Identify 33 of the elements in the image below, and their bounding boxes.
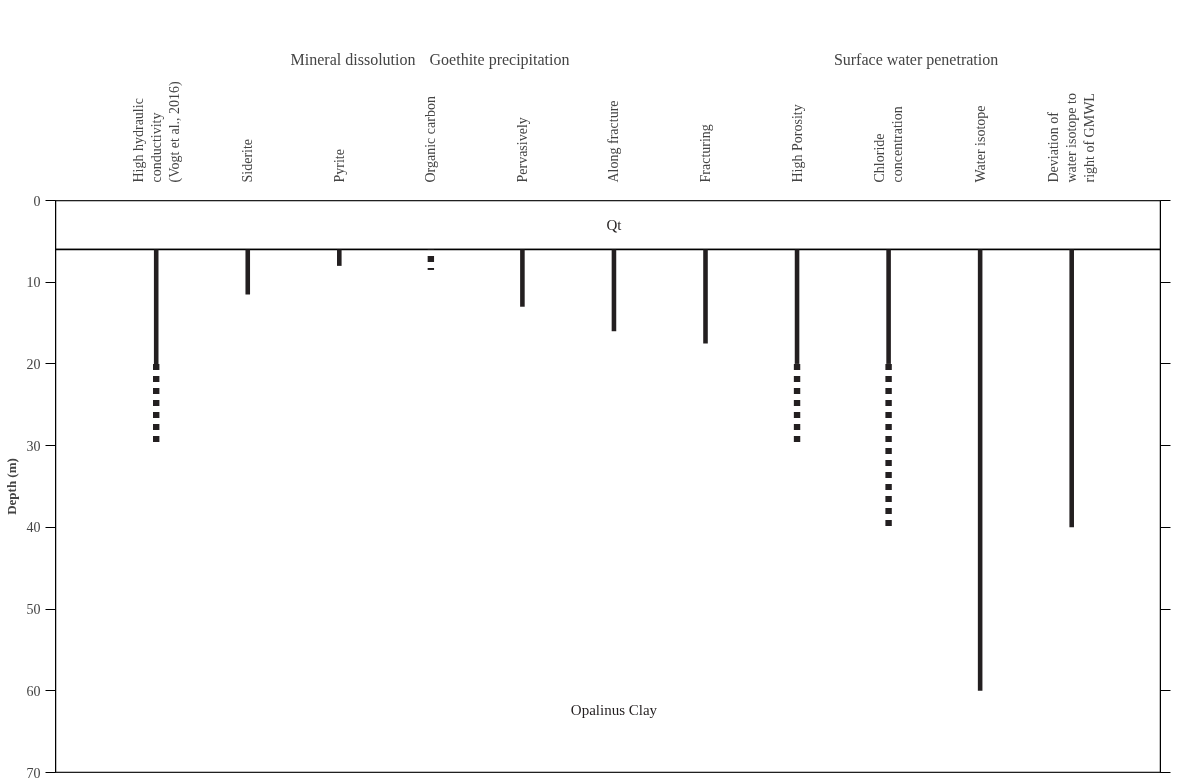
x-tick-label: Chloride concentration [872,106,906,183]
y-tick-label: 60 [26,683,41,699]
bar [337,249,342,266]
y-tick-label: 70 [26,765,41,781]
y-tick-label: 0 [33,193,41,209]
bar [886,249,891,364]
y-tick-label: 10 [26,275,41,291]
x-tick-label: Siderite [240,138,256,183]
x-tick-label: Water isotope [972,105,988,183]
bar [1069,249,1074,528]
bar [427,249,435,270]
y-tick-label: 20 [26,356,41,372]
bar [885,363,892,528]
band-label: Opalinus Clay [570,701,658,718]
x-tick-label: Pyrite [331,149,347,183]
x-tick-label: Organic carbon [423,96,439,183]
bar [703,249,708,344]
x-tick-label: High Porosity [789,104,805,183]
y-tick-label: 40 [26,520,41,536]
x-tick-label: Deviation of water isotope to right of GMWL [1046,93,1098,183]
y-tick-label: 30 [26,438,41,454]
text: Mineral dissolution [290,50,416,68]
x-tick-label: Along fracture [606,100,622,183]
band-label: Qt [606,217,623,234]
bar [520,249,525,307]
text: Goethite precipitation [429,50,570,69]
y-tick-label: 50 [26,602,41,618]
x-tick-label: Fracturing [698,124,713,183]
x-tick-label: High hydraulic conductivity (Vogt et al., 2016) [130,80,183,183]
text: Surface water penetration [833,50,999,69]
y-axis-title: Depth (m) [3,458,19,515]
bar [245,249,251,295]
x-tick-label: Pervasively [514,117,530,183]
